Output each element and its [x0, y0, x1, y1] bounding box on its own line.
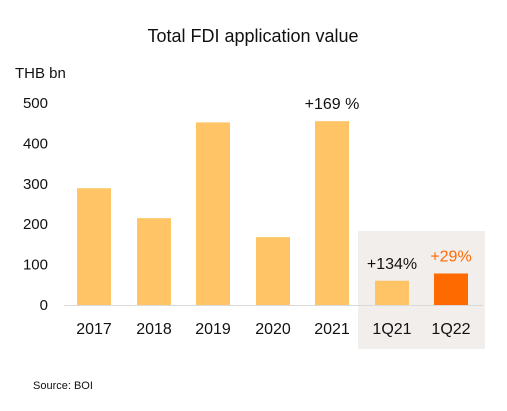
y-tick-label: 500	[23, 95, 48, 112]
y-tick-label: 200	[23, 216, 48, 233]
bar-2019	[196, 122, 230, 305]
y-axis-unit-label: THB bn	[15, 65, 66, 82]
growth-annotation: +134%	[367, 256, 417, 273]
y-tick-label: 0	[40, 297, 48, 314]
x-axis-categories: 2017 2018 2019 2020 2021 1Q21 1Q22	[76, 321, 470, 338]
annotations: +169 % +134% +29%	[305, 96, 472, 273]
bar-1q22	[434, 273, 468, 305]
source-note: Source: BOI	[33, 380, 93, 392]
x-category-label: 2020	[255, 321, 291, 338]
chart-title: Total FDI application value	[147, 26, 358, 46]
y-axis-ticks: 0 100 200 300 400 500	[23, 95, 48, 314]
x-category-label: 1Q21	[372, 321, 411, 338]
x-category-label: 1Q22	[431, 321, 470, 338]
x-category-label: 2019	[195, 321, 231, 338]
bar-1q21	[375, 280, 409, 305]
bar-2020	[256, 237, 290, 305]
x-category-label: 2018	[136, 321, 172, 338]
bars	[77, 121, 468, 306]
bar-2017	[77, 188, 111, 305]
y-tick-label: 400	[23, 135, 48, 152]
growth-annotation: +29%	[430, 248, 471, 265]
x-category-label: 2017	[76, 321, 112, 338]
x-category-label: 2021	[314, 321, 350, 338]
bar-2018	[137, 218, 171, 305]
y-tick-label: 300	[23, 176, 48, 193]
y-tick-label: 100	[23, 257, 48, 274]
bar-2021	[315, 121, 349, 306]
growth-annotation: +169 %	[305, 96, 360, 113]
